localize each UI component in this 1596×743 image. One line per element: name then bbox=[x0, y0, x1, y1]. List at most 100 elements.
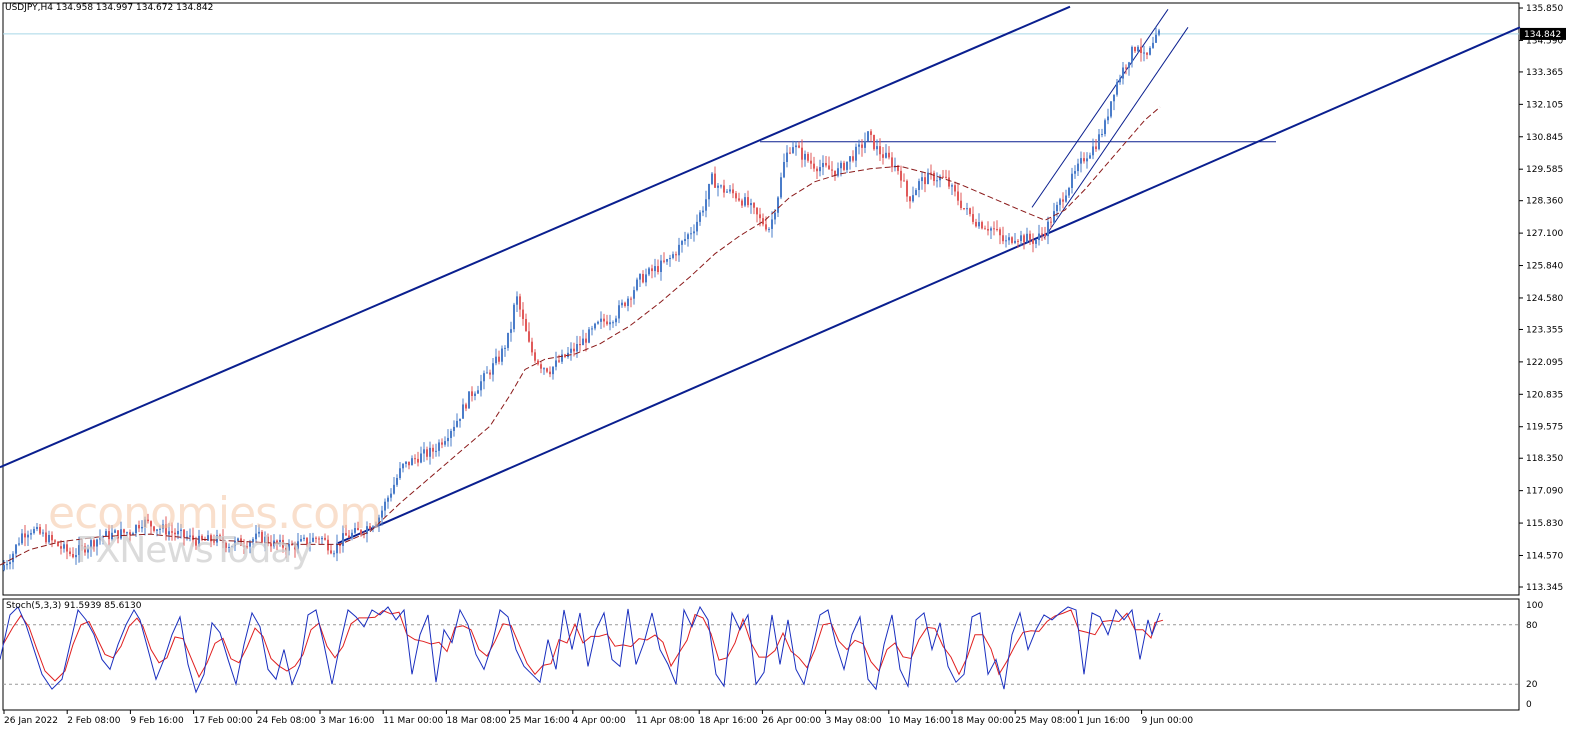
candle-bear bbox=[69, 551, 71, 554]
candle-bull bbox=[684, 239, 686, 242]
candle-bull bbox=[42, 532, 44, 534]
candle-bull bbox=[804, 153, 806, 160]
candle-bull bbox=[1056, 204, 1058, 212]
candle-bear bbox=[606, 321, 608, 325]
candle-bear bbox=[123, 529, 125, 533]
candle-bear bbox=[879, 146, 881, 155]
candle-bull bbox=[1071, 173, 1073, 188]
candle-bull bbox=[78, 545, 80, 555]
candle-bull bbox=[591, 328, 593, 330]
candle-bear bbox=[753, 203, 755, 208]
channel-upper-line bbox=[0, 5, 1071, 469]
candle-bear bbox=[906, 180, 908, 197]
candle-bull bbox=[132, 533, 134, 535]
x-tick-label: 3 Mar 16:00 bbox=[320, 716, 375, 726]
candle-bear bbox=[900, 170, 902, 181]
candle-bear bbox=[165, 524, 167, 535]
candle-bull bbox=[258, 531, 260, 534]
candle-bull bbox=[633, 290, 635, 299]
candle-bear bbox=[1062, 199, 1064, 202]
candle-bear bbox=[981, 222, 983, 229]
candle-bear bbox=[243, 545, 245, 547]
candle-bull bbox=[507, 332, 509, 348]
candle-bear bbox=[960, 200, 962, 209]
candle-bear bbox=[270, 543, 272, 547]
candle-bear bbox=[531, 341, 533, 353]
candle-bear bbox=[39, 526, 41, 534]
candle-bear bbox=[714, 173, 716, 188]
candle-bull bbox=[390, 493, 392, 498]
candle-bear bbox=[150, 521, 152, 527]
candle-bull bbox=[1152, 42, 1154, 48]
candle-bear bbox=[318, 538, 320, 540]
candle-bull bbox=[141, 526, 143, 529]
candle-bull bbox=[819, 167, 821, 172]
candle-bull bbox=[9, 562, 11, 565]
candle-bull bbox=[1098, 134, 1100, 150]
candle-bear bbox=[603, 318, 605, 322]
candle-bear bbox=[498, 356, 500, 362]
candle-bear bbox=[933, 172, 935, 182]
candle-bull bbox=[744, 197, 746, 206]
candle-bear bbox=[798, 145, 800, 148]
candle-bear bbox=[51, 534, 53, 541]
candle-bull bbox=[1137, 46, 1139, 52]
candle-bear bbox=[801, 147, 803, 160]
candle-bull bbox=[252, 539, 254, 542]
x-tick-label: 26 Jan 2022 bbox=[4, 716, 58, 726]
candle-bull bbox=[186, 536, 188, 538]
candle-bull bbox=[21, 533, 23, 544]
candle-bull bbox=[144, 519, 146, 527]
candle-bear bbox=[465, 404, 467, 409]
main-plot-frame bbox=[2, 2, 1520, 596]
candle-bear bbox=[183, 529, 185, 538]
candle-bull bbox=[63, 544, 65, 549]
candle-bull bbox=[1086, 158, 1088, 162]
candle-bear bbox=[294, 545, 296, 550]
candle-bear bbox=[1125, 67, 1127, 69]
candle-bull bbox=[837, 168, 839, 176]
candle-bull bbox=[1080, 158, 1082, 164]
candle-bull bbox=[342, 533, 344, 546]
candle-bull bbox=[1110, 101, 1112, 117]
candle-bear bbox=[1023, 235, 1025, 243]
y-tick-label: 119.575 bbox=[1526, 423, 1563, 433]
candle-bull bbox=[126, 532, 128, 534]
candle-bull bbox=[162, 524, 164, 529]
candle-bear bbox=[675, 254, 677, 256]
candle-bull bbox=[672, 254, 674, 258]
chart-header: USDJPY,H4 134.958 134.997 134.672 134.84… bbox=[5, 3, 213, 13]
candle-bull bbox=[885, 152, 887, 158]
candle-bull bbox=[705, 199, 707, 211]
candle-bear bbox=[1017, 240, 1019, 242]
x-tick-label: 18 Mar 08:00 bbox=[446, 716, 506, 726]
candle-bear bbox=[630, 298, 632, 300]
candle-bull bbox=[690, 233, 692, 235]
candle-bull bbox=[849, 156, 851, 162]
candle-bear bbox=[984, 228, 986, 230]
candle-bear bbox=[834, 170, 836, 176]
candle-bull bbox=[864, 141, 866, 148]
candle-bull bbox=[1113, 94, 1115, 102]
candle-bull bbox=[456, 420, 458, 427]
y-tick-label: 133.365 bbox=[1526, 68, 1563, 78]
candle-bear bbox=[996, 228, 998, 230]
candle-bull bbox=[189, 535, 191, 537]
candle-bear bbox=[957, 191, 959, 201]
candle-bear bbox=[408, 461, 410, 466]
x-tick-label: 18 May 00:00 bbox=[952, 716, 1014, 726]
candle-bull bbox=[399, 468, 401, 478]
candle-bear bbox=[81, 545, 83, 547]
short-channel-upper-line bbox=[1031, 9, 1169, 208]
candle-bear bbox=[171, 531, 173, 533]
candle-bull bbox=[555, 360, 557, 367]
candle-bear bbox=[201, 535, 203, 540]
candle-bull bbox=[159, 528, 161, 530]
candle-bull bbox=[912, 195, 914, 202]
candle-bull bbox=[3, 565, 5, 571]
candle-bull bbox=[492, 363, 494, 375]
stochastic-label: Stoch(5,3,3) 91.5939 85.6130 bbox=[6, 601, 142, 611]
candle-bull bbox=[387, 497, 389, 502]
candle-bull bbox=[447, 437, 449, 442]
candle-bull bbox=[786, 152, 788, 162]
